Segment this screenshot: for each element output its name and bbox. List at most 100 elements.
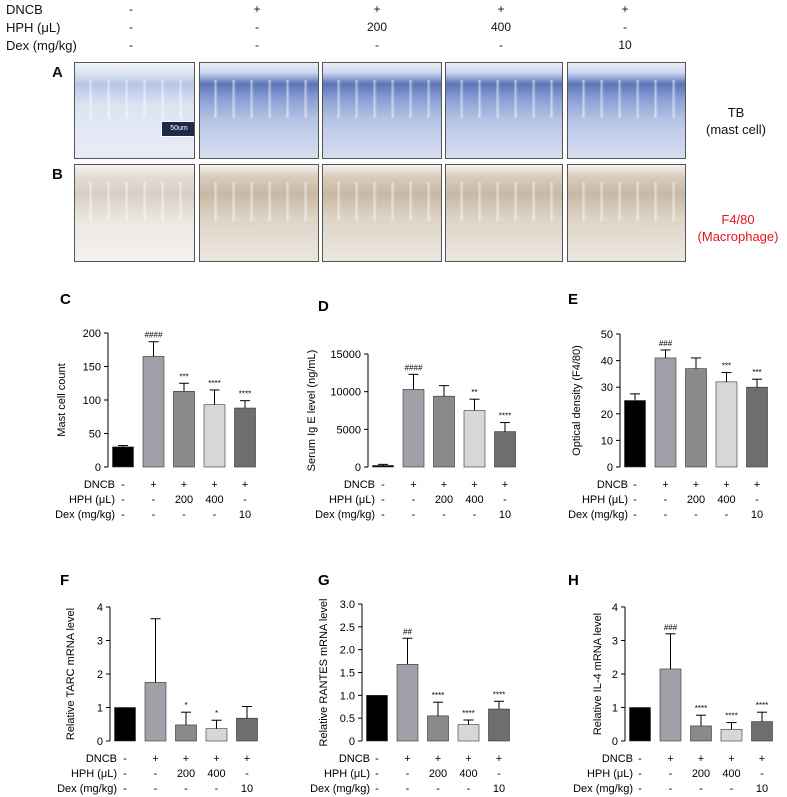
bar xyxy=(402,389,425,468)
header-cell: 400 xyxy=(490,20,512,34)
treatment-cell: - xyxy=(669,768,673,780)
significance-label: *** xyxy=(722,362,731,371)
treatment-cell: 400 xyxy=(459,768,477,780)
tb-stain-label: TB (mast cell) xyxy=(690,104,782,138)
treatment-cell: + xyxy=(465,753,471,765)
header-cell: - xyxy=(255,38,259,52)
treatment-cell: 10 xyxy=(751,509,763,521)
scale-bar: 50um xyxy=(161,121,194,137)
treatment-cell: - xyxy=(123,768,127,780)
significance-label: **** xyxy=(493,690,505,699)
treatment-cell: + xyxy=(181,479,187,491)
treatment-cell: - xyxy=(121,509,125,521)
header-cell: + xyxy=(497,2,505,16)
treatment-cell: - xyxy=(638,768,642,780)
treatment-cell: - xyxy=(638,783,642,795)
treatment-cell: - xyxy=(245,768,249,780)
significance-label: #### xyxy=(145,331,163,340)
significance-label: **** xyxy=(499,412,511,421)
treatment-cell: + xyxy=(211,479,217,491)
treatment-cell: 200 xyxy=(435,494,453,506)
significance-label: * xyxy=(184,701,187,710)
bar xyxy=(685,368,707,468)
significance-label: **** xyxy=(239,390,251,399)
bar xyxy=(144,682,167,742)
significance-label: *** xyxy=(179,372,188,381)
treatment-cell: - xyxy=(375,783,379,795)
y-axis-title: Serum Ig E level (ng/mL) xyxy=(306,350,318,472)
bar xyxy=(366,695,388,742)
treatment-row-label: Dex (mg/kg) xyxy=(568,509,628,521)
significance-label: ### xyxy=(659,339,673,348)
treatment-cell: - xyxy=(473,509,477,521)
bar xyxy=(236,717,258,742)
treatment-cell: - xyxy=(638,753,642,765)
header-cell: 10 xyxy=(618,38,632,52)
treatment-cell: + xyxy=(496,753,502,765)
treatment-row-label: HPH (μL) xyxy=(71,768,117,780)
panel-letter-d: D xyxy=(318,298,329,315)
y-tick-label: 5000 xyxy=(337,424,361,436)
treatment-cell: 400 xyxy=(717,494,735,506)
treatment-cell: - xyxy=(123,753,127,765)
treatment-cell: + xyxy=(754,479,760,491)
significance-label: **** xyxy=(208,379,220,388)
treatment-cell: - xyxy=(412,509,416,521)
treatment-row-label: DNCB xyxy=(602,753,633,765)
tb-sublabel: (mast cell) xyxy=(706,122,766,137)
treatment-cell: - xyxy=(375,768,379,780)
header-cell: - xyxy=(623,20,627,34)
bar xyxy=(488,708,510,742)
header-cell: - xyxy=(499,38,503,52)
treatment-cell: + xyxy=(404,753,410,765)
treatment-cell: - xyxy=(633,479,637,491)
y-tick-label: 30 xyxy=(601,382,613,394)
y-tick-label: 10000 xyxy=(330,387,361,399)
treatment-cell: - xyxy=(760,768,764,780)
y-tick-label: 40 xyxy=(601,356,613,368)
treatment-cell: 200 xyxy=(692,768,710,780)
treatment-cell: - xyxy=(664,509,668,521)
y-axis-title: Mast cell count xyxy=(56,363,68,436)
header-cell: - xyxy=(129,2,133,16)
y-tick-label: 2.0 xyxy=(340,645,355,657)
treatment-row-label: Dex (mg/kg) xyxy=(57,783,117,795)
panel-letter-f: F xyxy=(60,572,69,589)
treatment-cell: - xyxy=(381,479,385,491)
y-tick-label: 4 xyxy=(612,602,618,614)
y-tick-label: 20 xyxy=(601,409,613,421)
y-tick-label: 2 xyxy=(97,669,103,681)
y-tick-label: 4 xyxy=(97,602,103,614)
treatment-cell: 10 xyxy=(499,509,511,521)
treatment-cell: + xyxy=(693,479,699,491)
significance-label: **** xyxy=(695,704,707,713)
treatment-cell: - xyxy=(154,768,158,780)
y-tick-label: 0 xyxy=(607,462,613,474)
treatment-row-label: Dex (mg/kg) xyxy=(573,783,633,795)
treatment-cell: 200 xyxy=(175,494,193,506)
treatment-cell: + xyxy=(183,753,189,765)
treatment-cell: 400 xyxy=(205,494,223,506)
treatment-cell: - xyxy=(123,783,127,795)
header-cell: + xyxy=(253,2,261,16)
y-tick-label: 150 xyxy=(83,362,101,374)
significance-label: ### xyxy=(664,623,678,632)
treatment-cell: + xyxy=(502,479,508,491)
treatment-cell: 200 xyxy=(687,494,705,506)
header-cell: 200 xyxy=(366,20,388,34)
y-tick-label: 0 xyxy=(349,736,355,748)
histology-image-f480-control xyxy=(74,164,195,262)
treatment-cell: - xyxy=(497,768,501,780)
treatment-cell: + xyxy=(667,753,673,765)
histology-image-tb-hph200 xyxy=(322,62,442,159)
treatment-cell: - xyxy=(406,783,410,795)
treatment-cell: + xyxy=(150,479,156,491)
treatment-cell: + xyxy=(441,479,447,491)
tb-label: TB xyxy=(727,105,745,120)
histology-image-tb-dex xyxy=(567,62,686,159)
header-cell: + xyxy=(621,2,629,16)
treatment-row-label: HPH (μL) xyxy=(69,494,115,506)
treatment-cell: - xyxy=(467,783,471,795)
panel-letter-e: E xyxy=(568,291,578,308)
treatment-cell: - xyxy=(694,509,698,521)
